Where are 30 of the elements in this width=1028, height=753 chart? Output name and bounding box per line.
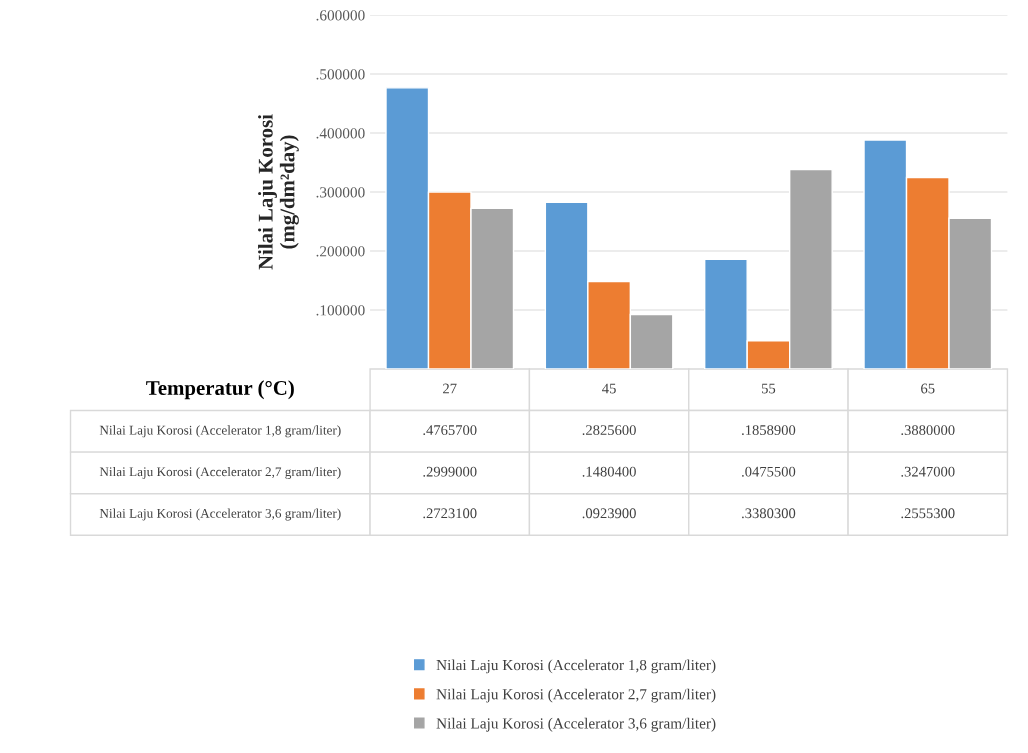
- data-label: .3247000: [901, 466, 955, 477]
- y-tick-label: .600000: [316, 10, 365, 21]
- text: Nilai Laju Korosi (Accelerator 3,6 gram/liter): [99, 508, 341, 521]
- data-label: .0475500: [742, 466, 796, 477]
- x-tick-label: 27: [443, 383, 457, 394]
- x-axis-title: Temperatur (°C): [146, 380, 294, 400]
- data-label: .2723100: [423, 508, 477, 519]
- data-label: .2555300: [901, 508, 955, 519]
- data-label: .2825600: [582, 425, 636, 436]
- y-tick-label: .300000: [316, 187, 365, 198]
- y-tick-label: .100000: [316, 305, 365, 316]
- data-label: .2999000: [423, 466, 477, 477]
- text: Nilai Laju Korosi (Accelerator 1,8 gram/liter): [99, 425, 341, 438]
- y-tick-label: .200000: [316, 246, 365, 257]
- x-tick-label: 65: [921, 383, 935, 394]
- data-label: .1480400: [582, 466, 636, 477]
- data-label: .4765700: [423, 425, 477, 436]
- data-label: .0923900: [582, 508, 636, 519]
- data-label: .3880000: [901, 425, 955, 436]
- legend-label: Nilai Laju Korosi (Accelerator 1,8 gram/liter): [436, 659, 716, 674]
- y-tick-label: .500000: [316, 69, 365, 80]
- y-axis-title: Nilai Laju Korosi (mg/dm²day): [258, 114, 299, 270]
- legend-label: Nilai Laju Korosi (Accelerator 2,7 gram/liter): [436, 688, 716, 703]
- legend-label: Nilai Laju Korosi (Accelerator 3,6 gram/liter): [436, 717, 716, 732]
- y-tick-label: .400000: [316, 128, 365, 139]
- data-label: .3380300: [742, 508, 796, 519]
- data-label: .1858900: [742, 425, 796, 436]
- text: Nilai Laju Korosi (Accelerator 2,7 gram/liter): [99, 466, 341, 479]
- x-tick-label: 55: [761, 383, 776, 394]
- x-tick-label: 45: [602, 383, 616, 394]
